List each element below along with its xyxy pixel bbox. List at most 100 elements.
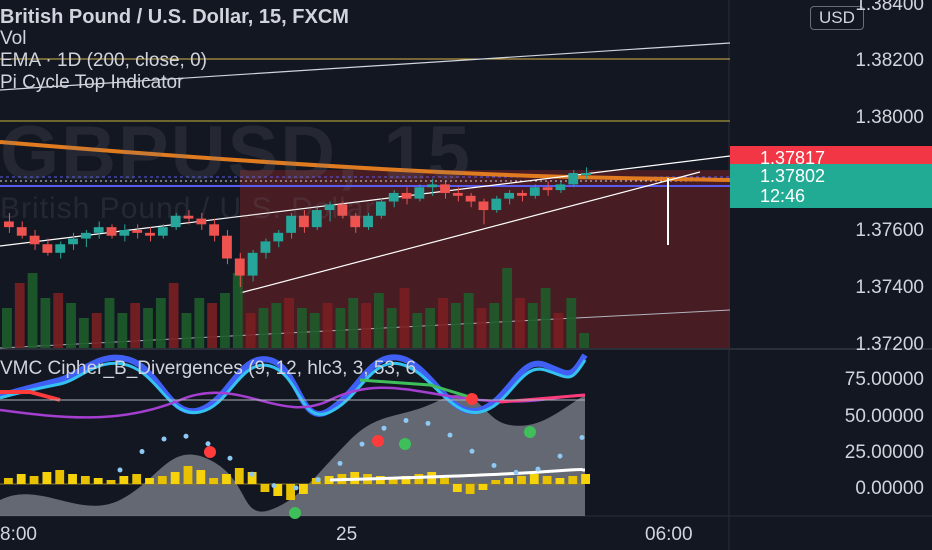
volume-bar <box>220 293 230 348</box>
volume-bar <box>194 298 205 348</box>
currency-button[interactable]: USD <box>810 6 864 30</box>
volume-bar <box>181 313 192 348</box>
volume-bar <box>258 308 269 348</box>
channel-bottom-line <box>239 171 701 294</box>
signal-marker <box>139 449 145 455</box>
chart-title[interactable]: British Pound / U.S. Dollar, 15, FXCM <box>0 6 349 28</box>
bar-countdown-tag: 12:46 <box>730 184 932 208</box>
candle-body <box>478 201 489 211</box>
volume-bar <box>155 298 166 348</box>
signal-dot <box>399 438 411 450</box>
signal-dot <box>204 446 216 458</box>
volume-bar <box>309 313 320 348</box>
osc-histogram-bar <box>209 478 219 484</box>
candle-body <box>440 184 450 193</box>
volume-bar <box>143 308 153 348</box>
signal-marker <box>359 441 365 447</box>
wave-line-cyan <box>0 359 587 416</box>
candle-body <box>286 215 296 233</box>
indicator-ema[interactable]: EMA · 1D (200, close, 0) <box>0 50 207 71</box>
candle-body <box>350 215 361 228</box>
volume-bar <box>438 298 448 348</box>
watermark-symbol: GBPUSD, 15 <box>0 111 472 196</box>
osc-histogram-bar <box>478 484 488 490</box>
volume-bar <box>450 303 461 348</box>
osc-histogram-bar <box>504 478 514 484</box>
osc-tick: 0.00000 <box>855 478 924 499</box>
volume-bar <box>53 293 64 348</box>
candle-body <box>260 241 271 253</box>
candle-body <box>363 215 373 228</box>
volume-bar <box>91 313 102 348</box>
candle-body <box>68 238 78 245</box>
volume-bar <box>232 273 243 348</box>
signal-dot <box>466 393 478 405</box>
candle-body <box>132 230 143 233</box>
signal-marker <box>117 467 123 473</box>
osc-histogram-bar <box>132 474 142 484</box>
volume-bar <box>245 313 256 348</box>
volume-bar <box>540 288 551 348</box>
candle-body <box>29 235 40 245</box>
osc-histogram-bar <box>106 480 116 484</box>
oscillator-legend[interactable]: VMC Cipher_B_Divergences (9, 12, hlc3, 3… <box>0 358 417 379</box>
osc-histogram-bar <box>299 484 308 494</box>
time-label: 25 <box>336 524 358 545</box>
money-flow-area <box>0 394 585 516</box>
white-line <box>329 468 586 482</box>
volume-bar <box>399 288 410 348</box>
volume-bar <box>386 308 397 348</box>
osc-tick: 75.00000 <box>844 369 924 390</box>
candle-body <box>273 232 284 242</box>
signal-marker <box>535 466 541 472</box>
candle-body <box>491 198 502 211</box>
signal-marker <box>161 436 167 442</box>
volume-bar <box>322 303 333 348</box>
green-divergence <box>359 378 471 399</box>
osc-histogram-bar <box>234 468 244 484</box>
candle-body <box>196 218 207 225</box>
osc-histogram-bar <box>196 470 206 484</box>
candle-body <box>119 230 130 236</box>
osc-histogram-bar <box>568 476 578 484</box>
osc-histogram-bar <box>465 484 475 494</box>
osc-histogram-bar <box>388 478 398 484</box>
red-divergence <box>0 390 61 402</box>
osc-histogram-bar <box>29 476 39 484</box>
volume-bar <box>361 303 371 348</box>
candle-body <box>465 195 476 202</box>
time-label: 8:00 <box>0 524 37 545</box>
indicator-vol[interactable]: Vol <box>0 28 27 49</box>
price-tick: 1.37200 <box>855 334 924 355</box>
volume-bar <box>527 303 538 348</box>
osc-histogram-bar <box>42 472 52 484</box>
volume-bar <box>2 308 12 348</box>
candle-body <box>42 244 53 253</box>
candle-body <box>183 215 194 219</box>
candle-body <box>529 187 540 196</box>
osc-histogram-bar <box>414 474 424 484</box>
price-tick: 1.37600 <box>855 220 924 241</box>
candle-body <box>375 201 386 216</box>
chart-legend: British Pound / U.S. Dollar, 15, FXCM Vo… <box>0 6 349 94</box>
volume-bar <box>566 298 577 348</box>
candle-body <box>170 215 181 228</box>
upper-trend-line <box>0 42 731 91</box>
candle-body <box>452 192 463 196</box>
volume-bar <box>335 308 346 348</box>
candle-body <box>247 252 258 276</box>
signal-dot <box>289 507 301 519</box>
signal-marker <box>271 483 277 489</box>
signal-marker <box>491 462 497 468</box>
signal-marker <box>381 425 387 431</box>
indicator-pi-cycle[interactable]: Pi Cycle Top Indicator <box>0 72 184 93</box>
osc-histogram-bar <box>247 472 257 484</box>
signal-marker <box>469 448 475 454</box>
ema-price-tag: 1.37817 <box>730 146 932 170</box>
volume-bar <box>373 293 384 348</box>
osc-histogram-bar <box>119 476 129 484</box>
signal-dot <box>524 426 536 438</box>
signal-marker <box>337 460 343 466</box>
